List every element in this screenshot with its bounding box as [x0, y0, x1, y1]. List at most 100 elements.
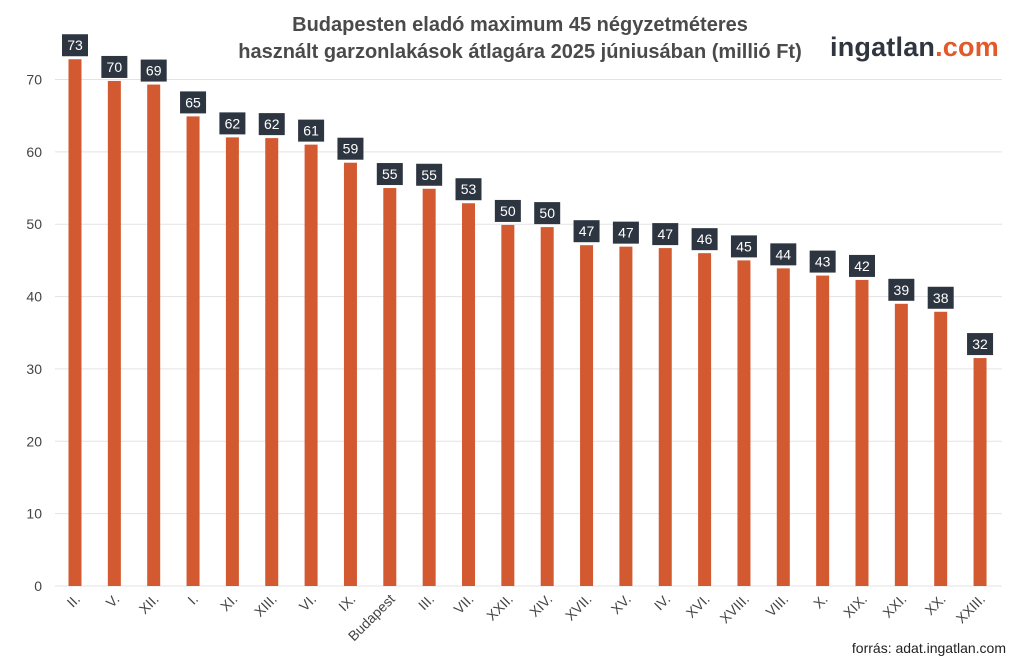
data-label: 39 — [894, 282, 910, 298]
y-tick-label: 0 — [34, 578, 42, 594]
y-tick-label: 20 — [26, 433, 42, 449]
bar — [973, 358, 987, 586]
data-label: 47 — [579, 223, 595, 239]
bar — [776, 268, 790, 586]
data-label-box — [337, 137, 364, 160]
bar — [737, 260, 751, 586]
x-tick-label: XIII. — [251, 591, 280, 620]
data-label-box — [298, 119, 325, 142]
data-label-box — [258, 113, 285, 136]
x-tick-label: XV. — [608, 591, 634, 617]
bar — [225, 137, 239, 586]
x-tick-label: XVII. — [562, 591, 595, 624]
data-label: 50 — [500, 203, 516, 219]
data-label: 46 — [697, 231, 713, 247]
data-label-box — [416, 163, 443, 186]
data-label-box — [376, 163, 403, 186]
data-label-box — [455, 178, 482, 201]
data-label-box — [180, 91, 207, 114]
data-label-box — [730, 235, 757, 258]
data-label-box — [101, 55, 128, 78]
data-label: 47 — [618, 225, 634, 241]
x-tick-label: VII. — [450, 591, 476, 617]
x-tick-label: XIV. — [526, 591, 555, 620]
data-label: 55 — [382, 166, 398, 182]
x-tick-label: XIX. — [840, 591, 870, 621]
data-label: 32 — [972, 336, 988, 352]
chart-title-line-2: használt garzonlakások átlagára 2025 jún… — [238, 41, 802, 63]
data-label-box — [809, 250, 836, 273]
x-tick-label: III. — [415, 591, 437, 613]
data-label-box — [770, 243, 797, 266]
bar — [304, 144, 318, 586]
bar — [619, 246, 633, 586]
y-tick-label: 30 — [26, 361, 42, 377]
x-tick-label: XI. — [217, 591, 240, 614]
logo-name: ingatlan — [830, 32, 936, 62]
data-label-box — [967, 333, 994, 356]
data-label-box — [927, 286, 954, 309]
data-label: 62 — [264, 116, 280, 132]
x-tick-label: XXI. — [879, 591, 909, 621]
y-tick-label: 10 — [26, 506, 42, 522]
x-tick-label: XVI. — [683, 591, 713, 621]
bar — [107, 80, 121, 586]
data-label: 69 — [146, 63, 162, 79]
bar — [855, 279, 869, 586]
bar — [580, 245, 594, 586]
x-tick-label: I. — [184, 591, 201, 608]
data-label: 43 — [815, 254, 831, 270]
data-label: 38 — [933, 290, 949, 306]
bar — [934, 311, 948, 586]
data-label-box — [573, 220, 600, 243]
x-tick-label: VIII. — [762, 591, 791, 620]
data-label-box — [691, 228, 718, 251]
ingatlan-logo: ingatlan.com — [830, 32, 999, 63]
x-tick-label: X. — [810, 591, 831, 612]
bar — [698, 253, 712, 586]
data-label: 53 — [461, 181, 477, 197]
data-label: 55 — [421, 167, 437, 183]
bar — [265, 138, 279, 586]
bar — [658, 248, 672, 586]
data-label-box — [652, 223, 679, 246]
bar — [383, 188, 397, 587]
data-label: 45 — [736, 238, 752, 254]
bar — [501, 224, 515, 586]
data-label: 65 — [185, 94, 201, 110]
bar — [68, 59, 82, 587]
bar — [422, 188, 436, 587]
x-tick-label: II. — [64, 591, 84, 611]
bar — [894, 303, 908, 586]
x-tick-label: XX. — [922, 591, 949, 618]
y-tick-label: 70 — [26, 72, 42, 88]
data-label-box — [612, 221, 639, 244]
source-note: forrás: adat.ingatlan.com — [851, 640, 1006, 656]
bar — [186, 116, 200, 586]
chart-title-line-1: Budapesten eladó maximum 45 négyzetméter… — [292, 14, 748, 36]
bar — [540, 227, 554, 586]
data-label-box — [849, 254, 875, 277]
bar — [147, 84, 161, 586]
data-label: 47 — [657, 226, 673, 242]
data-label: 59 — [343, 141, 359, 157]
x-tick-label: V. — [103, 591, 123, 611]
data-label-box — [62, 34, 88, 57]
data-label: 50 — [539, 205, 555, 221]
data-label-box — [494, 199, 521, 222]
x-tick-label: IV. — [651, 591, 674, 614]
bar — [343, 162, 357, 587]
bar — [462, 203, 475, 586]
y-tick-label: 50 — [26, 216, 42, 232]
data-label: 44 — [776, 246, 792, 262]
x-tick-label: XXII. — [483, 591, 516, 624]
x-tick-label: XII. — [136, 591, 162, 617]
data-label: 61 — [303, 123, 319, 139]
x-tick-label: IX. — [335, 591, 358, 614]
bar — [816, 275, 830, 586]
chart-title: Budapesten eladó maximum 45 négyzetméter… — [200, 12, 840, 66]
data-label-box — [140, 59, 167, 82]
logo-tld: .com — [935, 32, 999, 62]
